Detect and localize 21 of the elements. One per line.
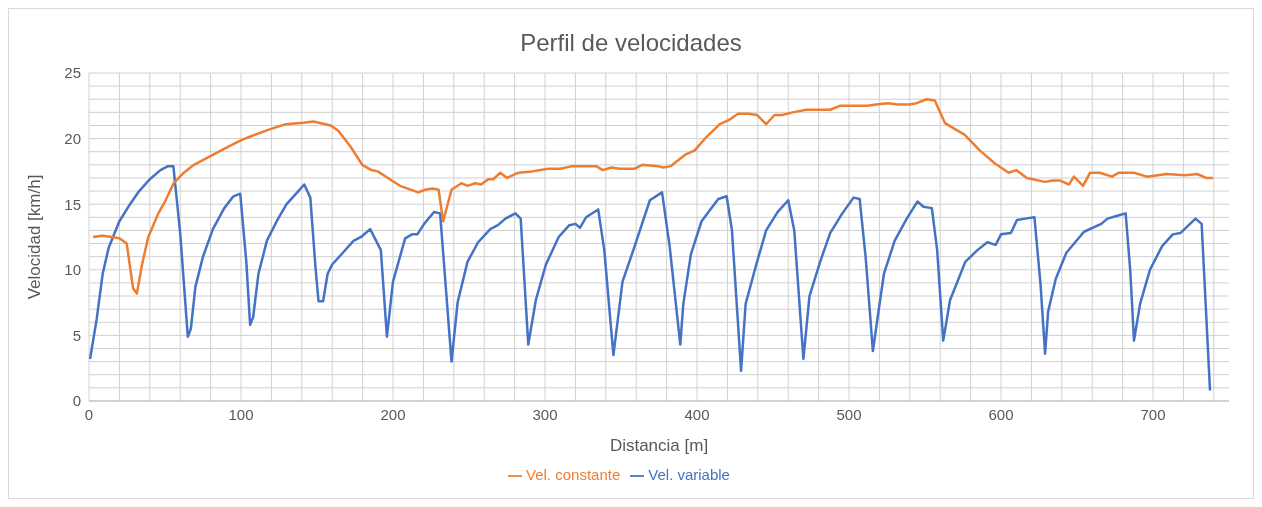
legend-label: Vel. constante <box>526 465 621 483</box>
x-tick-label: 200 <box>380 405 406 423</box>
y-tick-label: 5 <box>72 326 81 344</box>
legend-label: Vel. variable <box>648 465 730 483</box>
y-tick-label: 25 <box>64 64 81 82</box>
x-tick-label: 300 <box>532 405 558 423</box>
line-series <box>91 97 1215 295</box>
x-tick-label: 400 <box>684 405 710 423</box>
x-tick-label: 500 <box>836 405 862 423</box>
x-tick-label: 600 <box>988 405 1014 423</box>
y-tick-label: 15 <box>64 195 81 213</box>
chart-title: Perfil de velocidades <box>519 29 743 58</box>
y-tick-label: 20 <box>64 129 81 147</box>
x-axis-title: Distancia [m] <box>609 435 709 455</box>
y-tick-label: 10 <box>64 261 81 279</box>
x-tick-label: 0 <box>84 405 94 423</box>
x-tick-label: 700 <box>1140 405 1166 423</box>
y-axis-title: Velocidad [km/h] <box>25 174 45 300</box>
y-tick-label: 0 <box>72 392 81 410</box>
x-tick-label: 100 <box>228 405 254 423</box>
line-series <box>89 164 1212 392</box>
